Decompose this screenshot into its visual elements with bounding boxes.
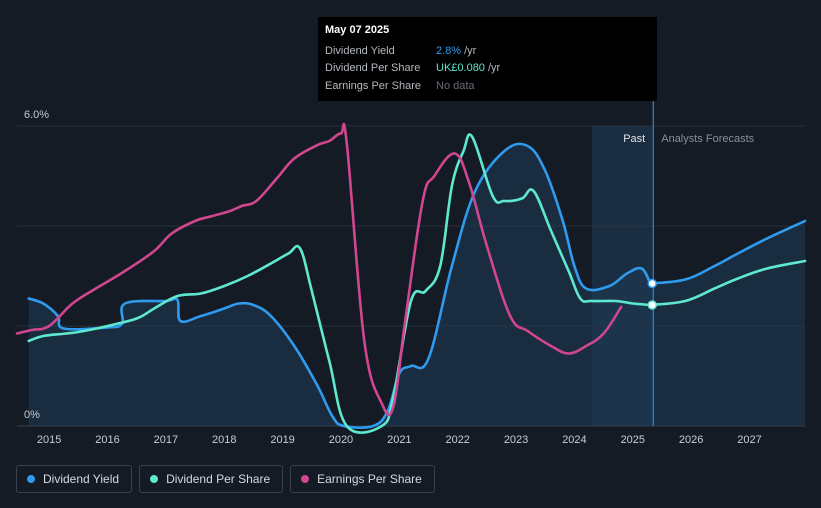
current-markers[interactable] xyxy=(647,278,657,310)
x-tick-label: 2018 xyxy=(212,434,236,446)
legend-earnings-per-share[interactable]: Earnings Per Share xyxy=(290,465,435,493)
y-axis-bottom-label: 0% xyxy=(24,409,40,421)
dividend-per-share-marker[interactable] xyxy=(647,300,657,310)
x-tick-label: 2026 xyxy=(679,434,703,446)
y-axis-top-label: 6.0% xyxy=(24,109,49,121)
x-tick-label: 2017 xyxy=(154,434,178,446)
dividend-yield-marker[interactable] xyxy=(647,278,657,289)
yield-area-fill xyxy=(650,221,805,426)
area-fills xyxy=(28,143,805,428)
tooltip-label: Dividend Yield xyxy=(325,44,395,57)
x-tick-label: 2019 xyxy=(270,434,294,446)
tooltip-row-eps: Earnings Per Share No data xyxy=(325,77,650,95)
legend-dot-icon xyxy=(301,475,310,483)
legend-label: Dividend Per Share xyxy=(166,472,271,486)
legend-dividend-yield[interactable]: Dividend Yield xyxy=(16,465,133,493)
x-tick-label: 2025 xyxy=(621,434,645,446)
earnings-per-shareline xyxy=(15,122,623,417)
legend-label: Dividend Yield xyxy=(43,472,120,486)
tooltip-label: Dividend Per Share xyxy=(325,62,421,75)
x-tick-label: 2020 xyxy=(329,434,353,446)
x-tick-label: 2016 xyxy=(95,434,119,446)
x-tick-label: 2024 xyxy=(562,434,586,446)
tooltip-value: 2.8% xyxy=(436,44,462,57)
tooltip-label: Earnings Per Share xyxy=(325,79,421,92)
x-tick-label: 2027 xyxy=(737,434,761,446)
tooltip-row-dps: Dividend Per Share UK£0.080 /yr xyxy=(325,60,650,78)
tooltip-unit: /yr xyxy=(487,62,501,75)
x-axis-ticks: 2015 2016 2017 2018 2019 2020 2021 2022 2023 2024… xyxy=(37,434,762,446)
legend-dividend-per-share[interactable]: Dividend Per Share xyxy=(139,465,284,493)
series-lines xyxy=(15,122,807,434)
hover-tooltip: May 07 2025 Dividend Yield 2.8% /yr Divi… xyxy=(318,17,657,101)
past-label: Past xyxy=(623,133,645,145)
tooltip-value: No data xyxy=(436,79,475,92)
yield-area-fill xyxy=(28,143,651,428)
x-tick-label: 2021 xyxy=(387,434,411,446)
legend-dot-icon xyxy=(150,475,159,483)
dividend-per-share-forecastline xyxy=(649,259,807,307)
x-tick-label: 2023 xyxy=(504,434,528,446)
analysts-forecasts-label: Analysts Forecasts xyxy=(661,133,754,145)
legend-label: Earnings Per Share xyxy=(317,472,422,486)
tooltip-value: UK£0.080 xyxy=(436,62,485,75)
x-tick-label: 2022 xyxy=(445,434,469,446)
chart-legend: Dividend Yield Dividend Per Share Earnin… xyxy=(16,465,442,493)
tooltip-date: May 07 2025 xyxy=(325,24,390,36)
tooltip-row-yield: Dividend Yield 2.8% /yr xyxy=(325,42,650,60)
x-tick-label: 2015 xyxy=(37,434,61,446)
tooltip-unit: /yr xyxy=(464,44,477,57)
legend-dot-icon xyxy=(27,475,35,483)
dividend-yieldline xyxy=(27,142,652,429)
dividend-yield-forecastline xyxy=(649,219,807,285)
